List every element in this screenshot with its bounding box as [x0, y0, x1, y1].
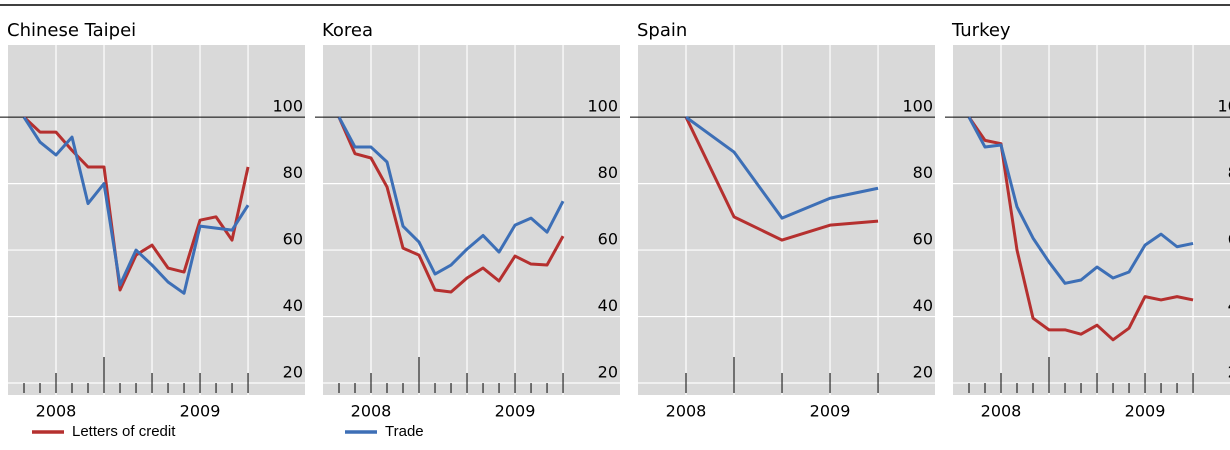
plot-area — [953, 45, 1230, 395]
y-tick-label: 80 — [1228, 163, 1230, 182]
legend-label: Letters of credit — [72, 423, 176, 440]
plot-area — [323, 45, 620, 395]
y-tick-label: 20 — [283, 363, 303, 382]
x-tick-label: 2008 — [351, 402, 392, 421]
series-line — [967, 116, 1194, 342]
y-tick-label: 80 — [283, 163, 303, 182]
panel-title: Turkey — [951, 20, 1011, 41]
x-tick-label: 2008 — [981, 402, 1022, 421]
x-tick-label: 2009 — [810, 402, 851, 421]
panel-title: Chinese Taipei — [7, 20, 136, 41]
y-tick-label: 60 — [1228, 230, 1230, 249]
series-line — [337, 116, 565, 276]
y-tick-label: 40 — [1228, 296, 1230, 315]
panel-title: Korea — [322, 20, 373, 41]
y-tick-label: 100 — [1217, 97, 1230, 116]
y-tick-label: 60 — [283, 230, 303, 249]
y-tick-label: 20 — [1228, 363, 1230, 382]
x-tick-label: 2009 — [1125, 402, 1166, 421]
y-tick-label: 40 — [598, 296, 618, 315]
panel-title: Spain — [637, 20, 687, 41]
series-line — [22, 116, 250, 292]
y-tick-label: 100 — [587, 97, 618, 116]
y-tick-label: 80 — [913, 163, 933, 182]
y-tick-label: 60 — [913, 230, 933, 249]
x-tick-label: 2008 — [36, 402, 77, 421]
series-line — [684, 116, 879, 242]
x-tick-label: 2009 — [180, 402, 221, 421]
y-tick-label: 20 — [913, 363, 933, 382]
y-tick-label: 80 — [598, 163, 618, 182]
plot-area — [8, 45, 305, 395]
series-line — [22, 116, 250, 295]
series-line — [967, 116, 1194, 285]
series-line — [685, 115, 879, 220]
x-tick-label: 2009 — [495, 402, 536, 421]
y-tick-label: 20 — [598, 363, 618, 382]
y-tick-label: 40 — [283, 296, 303, 315]
y-tick-label: 40 — [913, 296, 933, 315]
y-tick-label: 100 — [272, 97, 303, 116]
plot-area — [638, 45, 935, 395]
legend-label: Trade — [385, 423, 424, 440]
y-tick-label: 60 — [598, 230, 618, 249]
y-tick-label: 100 — [902, 97, 933, 116]
x-tick-label: 2008 — [666, 402, 707, 421]
series-line — [337, 116, 565, 294]
